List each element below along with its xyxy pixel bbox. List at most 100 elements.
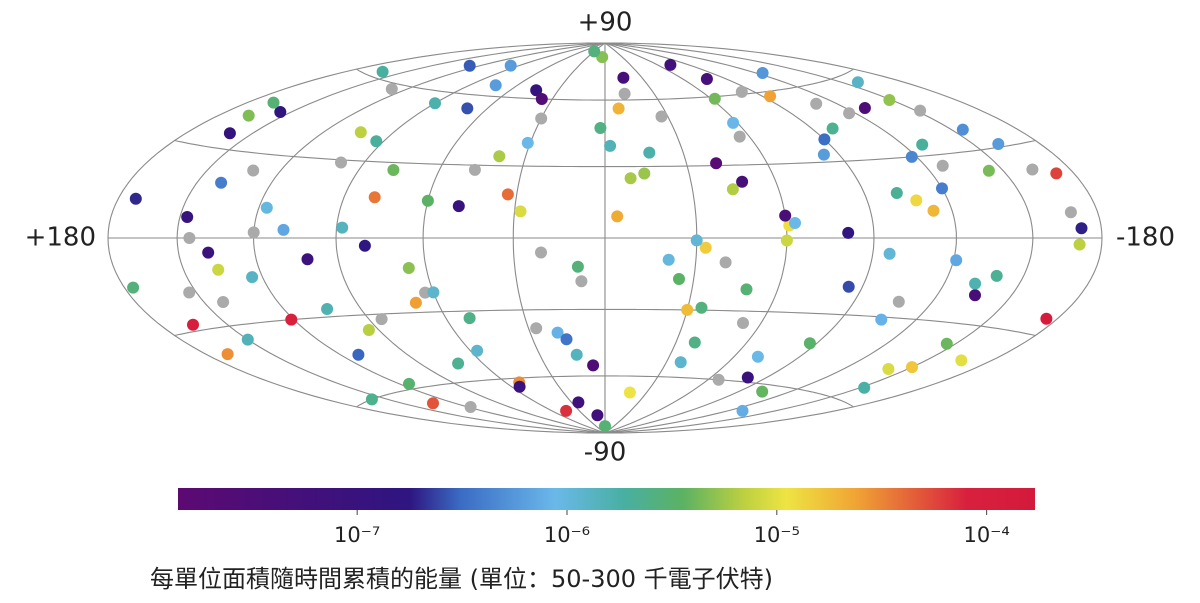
burst-point [735, 85, 748, 98]
burst-point [285, 313, 298, 326]
burst-point [385, 83, 398, 95]
burst-point [335, 156, 347, 169]
burst-point [817, 148, 830, 161]
burst-point [375, 313, 388, 326]
burst-point [530, 84, 543, 97]
meridian [107, 42, 606, 434]
burst-point [1050, 167, 1063, 180]
parallel [356, 375, 854, 408]
burst-point [883, 247, 896, 260]
burst-point [461, 102, 474, 115]
burst-point [212, 263, 225, 276]
burst-point [535, 246, 547, 259]
burst-point [736, 175, 749, 188]
meridian [604, 42, 1103, 434]
burst-point [358, 239, 371, 252]
burst-point [1075, 222, 1088, 235]
burst-point [890, 187, 903, 199]
burst-point [181, 211, 194, 223]
burst-point [242, 109, 255, 122]
burst-point [780, 234, 793, 247]
burst-point [321, 303, 334, 315]
burst-point [612, 102, 625, 115]
burst-point [183, 232, 196, 244]
burst-point [427, 397, 439, 410]
burst-point [493, 150, 506, 163]
burst-point [708, 92, 721, 105]
burst-point [513, 380, 526, 393]
burst-point [883, 94, 896, 106]
burst-point [571, 260, 584, 273]
burst-point [910, 194, 923, 207]
burst-point [187, 318, 199, 331]
burst-point [969, 289, 981, 302]
burst-point [277, 223, 290, 236]
burst-point [690, 234, 703, 247]
x-tick-label: -180 [1116, 223, 1175, 253]
burst-point [267, 96, 280, 109]
burst-point [604, 139, 617, 152]
burst-point [202, 246, 215, 259]
burst-point [352, 348, 365, 361]
burst-point [387, 164, 400, 176]
burst-point [368, 191, 381, 204]
burst-point [551, 326, 564, 339]
points [127, 45, 1088, 433]
burst-point [127, 281, 140, 294]
burst-point [588, 45, 601, 58]
burst-point [699, 241, 712, 254]
burst-point [354, 126, 367, 139]
burst-point [892, 295, 905, 308]
burst-point [727, 116, 740, 129]
burst-point [471, 344, 484, 357]
burst-point [560, 333, 573, 346]
burst-point [572, 396, 585, 409]
burst-point [712, 373, 725, 386]
colorbar: 10⁻⁷ 10⁻⁶ 10⁻⁵ 10⁻⁴ [178, 488, 1035, 547]
burst-point [221, 348, 234, 361]
burst-point [779, 209, 792, 222]
burst-point [914, 104, 927, 117]
burst-point [662, 253, 675, 266]
burst-point [756, 67, 769, 79]
burst-point [514, 205, 527, 218]
burst-point [594, 122, 607, 134]
burst-point [575, 275, 588, 288]
burst-point [535, 93, 548, 105]
burst-point [336, 221, 349, 234]
burst-point [936, 159, 949, 172]
burst-point [1064, 206, 1077, 219]
burst-point [591, 409, 604, 422]
burst-point [818, 133, 831, 146]
burst-point [982, 164, 995, 177]
burst-point [741, 371, 754, 384]
burst-point [463, 312, 476, 325]
burst-point [688, 336, 701, 349]
burst-point [260, 201, 273, 214]
burst-point [842, 226, 855, 239]
burst-point [452, 357, 465, 370]
burst-point [936, 182, 948, 195]
burst-point [599, 420, 611, 433]
burst-point [674, 356, 687, 369]
burst-point [810, 97, 823, 110]
burst-point [858, 381, 871, 394]
burst-point [402, 262, 415, 274]
burst-point [489, 79, 502, 92]
graticule [107, 42, 1103, 434]
burst-point [241, 333, 254, 346]
burst-point [129, 192, 142, 205]
y-tick-label: +90 [578, 8, 633, 38]
burst-point [1026, 163, 1039, 176]
burst-point [719, 256, 732, 269]
burst-point [301, 253, 314, 266]
burst-point [452, 200, 465, 213]
colorbar-tick-label: 10⁻⁵ [754, 523, 800, 547]
burst-point [246, 271, 259, 284]
burst-point [403, 377, 415, 390]
burst-point [764, 90, 777, 103]
burst-point [803, 337, 816, 350]
colorbar-tick-label: 10⁻⁶ [544, 523, 590, 547]
burst-point [247, 164, 260, 177]
